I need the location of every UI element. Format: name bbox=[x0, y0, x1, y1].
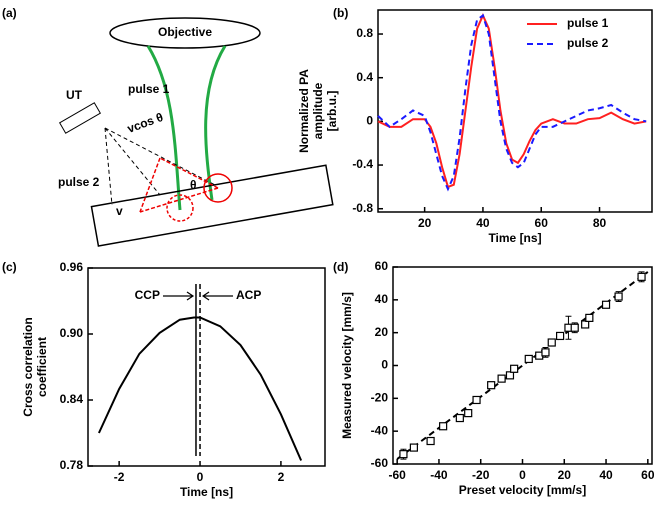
y-tick-label: 20 bbox=[375, 325, 389, 339]
panel-label: (c) bbox=[2, 260, 17, 274]
y-tick-label: -0.4 bbox=[352, 157, 373, 171]
x-tick-label: 80 bbox=[593, 216, 607, 230]
x-tick-label: 20 bbox=[418, 216, 432, 230]
data-point bbox=[570, 323, 579, 332]
data-point bbox=[547, 338, 556, 347]
y-tick-label: 0.4 bbox=[356, 70, 373, 84]
x-tick-label: 0 bbox=[519, 468, 526, 482]
data-point bbox=[585, 313, 594, 322]
beam bbox=[146, 45, 182, 211]
angle-label: θ bbox=[190, 178, 197, 192]
vector bbox=[139, 157, 219, 213]
marker-arrow bbox=[162, 291, 195, 301]
y-tick-label: 0 bbox=[366, 114, 373, 128]
data-line bbox=[377, 13, 647, 192]
data-line bbox=[377, 12, 647, 189]
y-axis-label: Normalized PA bbox=[297, 69, 311, 153]
y-tick-label: -40 bbox=[371, 423, 389, 437]
plot-frame bbox=[377, 9, 653, 213]
plot-frame bbox=[87, 267, 326, 467]
data-point bbox=[510, 364, 519, 373]
data-point bbox=[464, 409, 473, 418]
data-point bbox=[614, 292, 623, 301]
fit-line bbox=[396, 271, 649, 460]
panel-label: (d) bbox=[333, 260, 348, 274]
y-tick-label: 0.78 bbox=[60, 458, 84, 472]
data-point bbox=[487, 381, 496, 390]
y-axis-label: coefficient bbox=[35, 337, 49, 397]
data-point bbox=[426, 436, 435, 446]
x-axis-label: Time [ns] bbox=[180, 485, 233, 499]
ut-label: UT bbox=[66, 88, 83, 102]
x-tick-label: 40 bbox=[599, 468, 613, 482]
x-tick-label: 0 bbox=[197, 470, 204, 484]
projection-label: vcos θ bbox=[125, 110, 165, 136]
y-axis-label: Cross correlation bbox=[21, 317, 35, 416]
transducer bbox=[58, 102, 102, 134]
y-tick-label: -0.8 bbox=[352, 201, 373, 215]
data-point bbox=[399, 450, 408, 459]
data-point bbox=[455, 413, 464, 423]
vessel bbox=[90, 164, 334, 247]
pulse2-label: pulse 2 bbox=[58, 175, 100, 189]
y-tick-label: 0.96 bbox=[60, 260, 84, 274]
y-tick-label: 0.84 bbox=[60, 392, 84, 406]
y-axis-label: [arb.u.] bbox=[325, 91, 339, 132]
data-point bbox=[601, 300, 611, 309]
legend-label: pulse 1 bbox=[567, 16, 609, 30]
data-point bbox=[555, 331, 565, 341]
data-point bbox=[472, 395, 481, 405]
data-point bbox=[637, 272, 646, 281]
marker-label: CCP bbox=[135, 288, 160, 302]
data-point bbox=[524, 354, 533, 364]
beam bbox=[204, 45, 227, 201]
panel-label: (a) bbox=[2, 6, 17, 20]
data-point bbox=[439, 422, 448, 431]
data-line bbox=[98, 316, 303, 461]
x-axis-label: Preset velocity [mm/s] bbox=[459, 483, 586, 497]
data-point bbox=[497, 374, 506, 383]
x-tick-label: -60 bbox=[389, 468, 407, 482]
y-tick-label: 0.90 bbox=[60, 326, 84, 340]
y-tick-label: 0 bbox=[381, 358, 388, 372]
plot-frame bbox=[392, 266, 653, 465]
y-tick-label: -60 bbox=[371, 456, 389, 470]
cell bbox=[166, 194, 194, 222]
x-tick-label: 2 bbox=[278, 470, 285, 484]
x-tick-label: -40 bbox=[430, 468, 448, 482]
data-point bbox=[541, 348, 550, 357]
objective-label: Objective bbox=[158, 25, 212, 39]
y-tick-label: 40 bbox=[375, 292, 389, 306]
y-tick-label: 60 bbox=[375, 259, 389, 273]
legend-label: pulse 2 bbox=[567, 36, 609, 50]
cell bbox=[203, 173, 233, 203]
x-tick-label: -2 bbox=[114, 470, 125, 484]
marker-label: ACP bbox=[236, 288, 261, 302]
x-tick-label: 40 bbox=[476, 216, 490, 230]
x-tick-label: 60 bbox=[641, 468, 655, 482]
marker-arrow bbox=[201, 291, 234, 301]
diagram: Objective UT pulse 1 pulse 2 vcos θ θ v bbox=[58, 17, 334, 247]
objective-lens bbox=[109, 17, 261, 49]
y-tick-label: -20 bbox=[371, 391, 389, 405]
y-tick-label: 0.8 bbox=[356, 26, 373, 40]
panel-label: (b) bbox=[333, 6, 348, 20]
data-point bbox=[581, 320, 590, 329]
x-axis-label: Time [ns] bbox=[488, 231, 541, 245]
y-axis-label: amplitude bbox=[311, 82, 325, 139]
velocity-label: v bbox=[116, 204, 123, 218]
data-point bbox=[409, 443, 418, 452]
data-point bbox=[505, 371, 515, 380]
x-tick-label: 20 bbox=[558, 468, 572, 482]
x-tick-label: -20 bbox=[472, 468, 490, 482]
x-tick-label: 60 bbox=[535, 216, 549, 230]
y-axis-label: Measured velocity [mm/s] bbox=[340, 292, 354, 439]
pulse1-label: pulse 1 bbox=[128, 82, 170, 96]
